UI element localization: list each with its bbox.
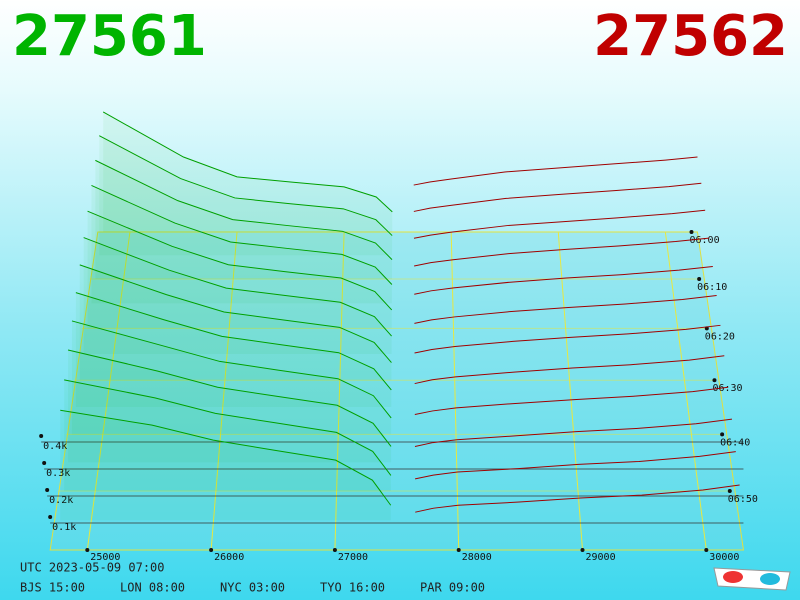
depth-tick-label: 0.4k xyxy=(43,441,67,452)
depth-tick xyxy=(45,488,50,492)
bid-area xyxy=(99,135,393,256)
zone-time: LON 08:00 xyxy=(120,581,185,595)
ask-depth-line xyxy=(414,295,717,324)
price-tick-label: 27000 xyxy=(338,552,368,563)
time-tick-label: 06:20 xyxy=(705,331,735,342)
bid-area xyxy=(103,111,393,232)
ask-depth-line xyxy=(414,237,710,267)
bid-depth-line xyxy=(99,135,393,236)
bid-area xyxy=(83,237,392,354)
zone-time: BJS 15:00 xyxy=(20,581,85,595)
price-grid-line xyxy=(86,231,131,551)
price-tick xyxy=(580,548,585,552)
bid-depth-line xyxy=(95,159,393,260)
time-tick-label: 06:50 xyxy=(728,494,758,505)
ask-depth-line xyxy=(413,209,706,239)
price-tick-label: 30000 xyxy=(709,552,739,563)
bid-area xyxy=(75,292,392,407)
time-tick-label: 06:40 xyxy=(720,437,750,448)
bid-depth-line xyxy=(67,349,392,447)
ask-depth-line xyxy=(415,451,736,480)
3d-glasses-icon[interactable] xyxy=(713,567,791,591)
depth-tick-label: 0.3k xyxy=(46,468,70,479)
bid-area xyxy=(64,379,391,491)
utc-time: UTC 2023-05-09 07:00 xyxy=(20,561,165,575)
price-tick-label: 26000 xyxy=(214,552,244,563)
price-grid-line xyxy=(450,231,460,551)
time-tick-label: 06:30 xyxy=(712,383,742,394)
price-tick xyxy=(704,548,709,552)
ask-depth-line xyxy=(414,265,713,295)
time-tick xyxy=(689,230,694,234)
bid-depth-line xyxy=(60,409,392,506)
price-tick-label: 25000 xyxy=(90,552,120,563)
price-grid-line xyxy=(664,231,707,551)
time-tick xyxy=(727,489,732,493)
time-tick xyxy=(697,277,702,281)
time-tick xyxy=(720,432,725,437)
bid-area xyxy=(68,349,392,463)
time-tick-label: 06:00 xyxy=(689,235,719,246)
bid-area xyxy=(60,410,391,521)
price-grid-line xyxy=(334,231,345,551)
price-tick xyxy=(209,548,214,552)
bid-price: 27561 xyxy=(12,4,207,69)
bid-area xyxy=(71,320,392,435)
time-tick xyxy=(712,378,717,383)
ask-depth-line xyxy=(415,484,740,513)
depth-tick-label: 0.2k xyxy=(49,495,73,506)
depth-tick xyxy=(39,434,44,438)
bid-depth-line xyxy=(102,111,393,213)
depth-tick xyxy=(42,461,47,465)
price-tick xyxy=(456,548,461,552)
zone-time: TYO 16:00 xyxy=(320,581,385,595)
price-tick-label: 29000 xyxy=(586,552,616,563)
bid-area xyxy=(95,160,393,279)
zone-time: PAR 09:00 xyxy=(420,581,485,595)
bid-area xyxy=(91,185,392,304)
ask-depth-line xyxy=(414,324,721,354)
ask-depth-line xyxy=(413,156,698,186)
ask-depth-line xyxy=(413,182,702,212)
depth-tick xyxy=(48,515,53,519)
ask-depth-line xyxy=(414,355,725,385)
price-grid-line xyxy=(557,231,584,551)
ask-depth-line xyxy=(414,386,729,416)
bid-depth-line xyxy=(75,292,392,391)
bid-depth-line xyxy=(87,210,393,311)
bid-area xyxy=(79,264,392,381)
zone-time: NYC 03:00 xyxy=(220,581,285,595)
price-tick xyxy=(332,548,337,552)
bid-depth-line xyxy=(91,185,393,285)
depth-tick-label: 0.1k xyxy=(52,522,76,533)
ask-depth-line xyxy=(414,418,733,447)
bid-depth-line xyxy=(83,237,392,337)
bid-depth-line xyxy=(71,320,392,419)
bid-depth-line xyxy=(64,379,392,476)
price-tick-label: 28000 xyxy=(462,552,492,563)
time-tick-label: 06:10 xyxy=(697,282,727,293)
bid-depth-line xyxy=(79,264,392,363)
price-tick xyxy=(85,548,90,552)
ask-price: 27562 xyxy=(593,4,788,69)
price-grid-line xyxy=(210,231,238,551)
